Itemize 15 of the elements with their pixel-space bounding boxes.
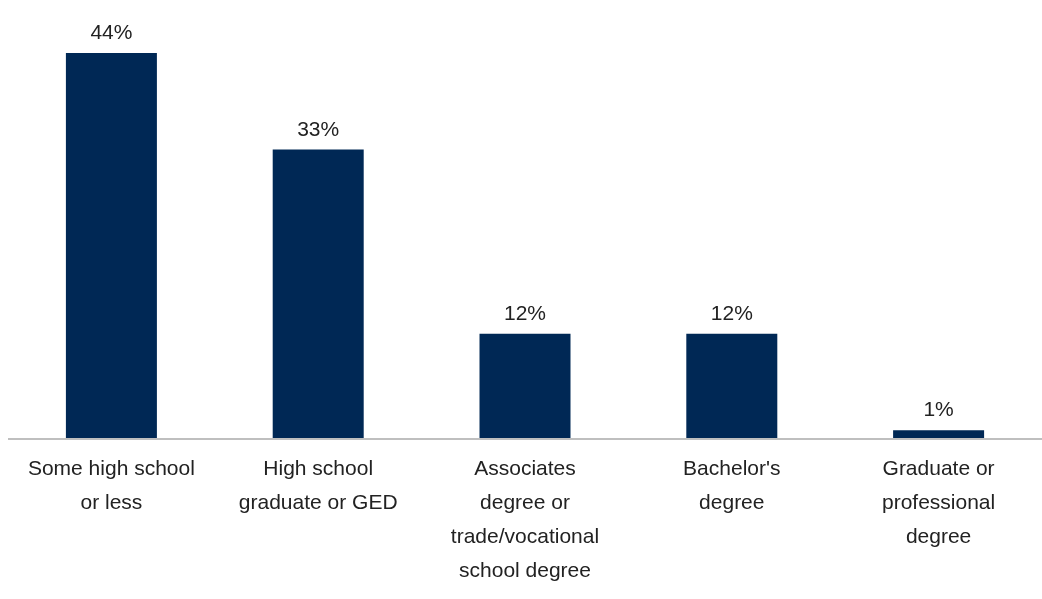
data-label: 44% — [90, 20, 133, 43]
data-label: 12% — [503, 300, 547, 324]
x-tick-label: Graduate or professional degree — [881, 456, 996, 547]
data-label: 12% — [710, 300, 753, 324]
x-tick-label: High school graduate or GED — [238, 456, 398, 513]
x-tick-label: Bachelor's degree — [683, 456, 781, 513]
bar — [893, 430, 985, 439]
bar — [65, 53, 157, 439]
data-label: 33% — [297, 116, 340, 140]
bar — [272, 149, 364, 439]
x-tick-label: Some high school or less — [27, 456, 195, 513]
bar — [686, 333, 778, 439]
data-label: 1% — [923, 397, 954, 421]
bar — [479, 333, 571, 439]
x-tick-label: Associates degree or trade/vocational school degree — [450, 456, 600, 581]
